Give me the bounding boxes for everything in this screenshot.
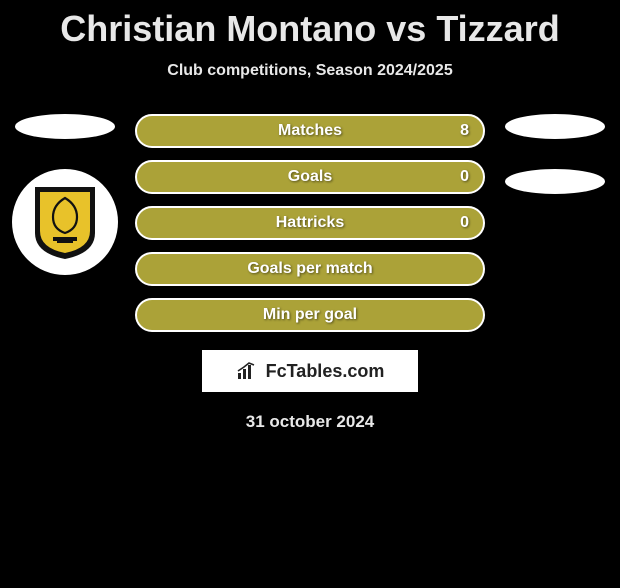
shield-icon [31,183,99,261]
stat-bar-goals-per-match: Goals per match [135,252,485,286]
stat-bar-matches: Matches 8 [135,114,485,148]
player-left-placeholder-icon [15,114,115,139]
player-right-placeholder-icon [505,114,605,139]
stat-bar-goals: Goals 0 [135,160,485,194]
stat-label: Goals [288,168,332,186]
stats-list: Matches 8 Goals 0 Hattricks 0 Goals per … [135,114,485,332]
stat-bar-hattricks: Hattricks 0 [135,206,485,240]
stat-label: Matches [278,122,342,140]
page-title: Christian Montano vs Tizzard [0,8,620,50]
stat-label: Goals per match [247,260,372,278]
stat-label: Min per goal [263,306,357,324]
footer-brand-text: FcTables.com [266,361,385,382]
comparison-row: Matches 8 Goals 0 Hattricks 0 Goals per … [0,114,620,332]
stat-right-value: 0 [460,214,469,232]
club-right-placeholder-icon [505,169,605,194]
footer-brand-badge: FcTables.com [202,350,418,392]
stat-bar-min-per-goal: Min per goal [135,298,485,332]
stat-right-value: 0 [460,168,469,186]
snapshot-date: 31 october 2024 [0,412,620,432]
club-badge-left [12,169,118,275]
stat-label: Hattricks [276,214,344,232]
bar-chart-icon [236,361,260,381]
stat-right-value: 8 [460,122,469,140]
player-left-column [10,114,120,275]
player-right-column [500,114,610,194]
page-subtitle: Club competitions, Season 2024/2025 [0,62,620,80]
